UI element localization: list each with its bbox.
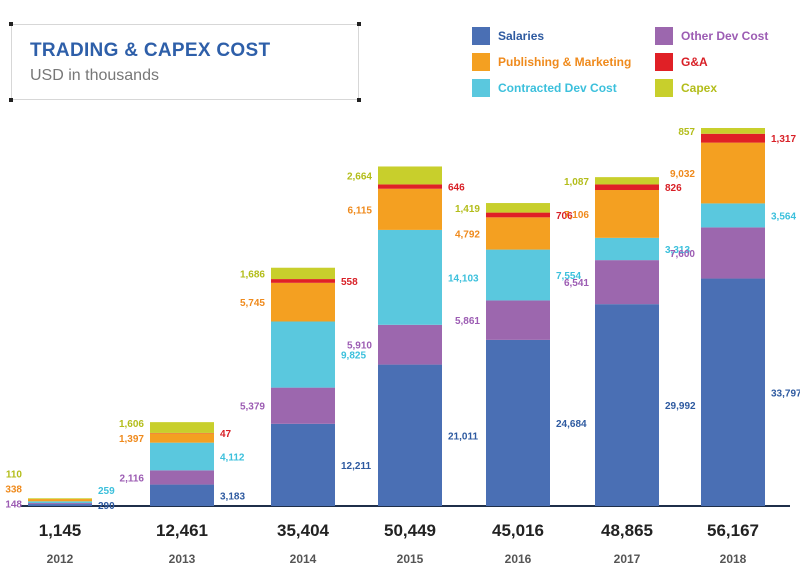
chart-title: TRADING & CAPEX COST (30, 40, 271, 61)
bar-segment-publishing-marketing-2014 (271, 282, 335, 322)
x-tick-label-2015: 2015 (397, 552, 424, 566)
total-label-2013: 12,461 (156, 521, 208, 540)
x-tick-label-2013: 2013 (169, 552, 196, 566)
data-label-capex-2012: 110 (6, 470, 23, 481)
bar-segment-other-dev-cost-2018 (701, 227, 765, 279)
bar-segment-g-a-2018 (701, 133, 765, 143)
data-label-g-a-2017: 826 (665, 183, 682, 194)
data-label-contracted-dev-cost-2014: 9,825 (341, 351, 366, 362)
data-label-salaries-2017: 29,992 (665, 401, 696, 412)
data-label-capex-2017: 1,087 (564, 177, 589, 188)
data-label-publishing-marketing-2013: 1,397 (119, 434, 144, 445)
total-label-2017: 48,865 (601, 521, 653, 540)
bar-segment-capex-2012 (28, 498, 92, 500)
x-tick-label-2016: 2016 (505, 552, 532, 566)
bar-segment-contracted-dev-cost-2012 (28, 501, 92, 504)
bar-segment-salaries-2017 (595, 304, 659, 506)
total-label-2018: 56,167 (707, 521, 759, 540)
data-label-other-dev-cost-2018: 7,600 (670, 249, 695, 260)
chart-subtitle: USD in thousands (30, 67, 159, 84)
data-label-contracted-dev-cost-2012: 259 (98, 486, 115, 497)
data-label-other-dev-cost-2017: 6,541 (564, 278, 589, 289)
bar-segment-publishing-marketing-2015 (378, 188, 442, 230)
data-label-publishing-marketing-2016: 4,792 (455, 229, 480, 240)
bar-segment-capex-2018 (701, 127, 765, 134)
data-label-salaries-2016: 24,684 (556, 419, 587, 430)
bar-segment-capex-2017 (595, 177, 659, 185)
bar-segment-capex-2015 (378, 166, 442, 185)
data-label-salaries-2013: 3,183 (220, 491, 245, 502)
bar-segment-contracted-dev-cost-2015 (378, 229, 442, 325)
bar-segment-salaries-2014 (271, 423, 335, 506)
bar-segment-g-a-2014 (271, 279, 335, 283)
bar-segment-other-dev-cost-2012 (28, 503, 92, 505)
bar-segment-publishing-marketing-2012 (28, 499, 92, 502)
bar-segment-g-a-2015 (378, 184, 442, 189)
bar-segment-other-dev-cost-2016 (486, 300, 550, 340)
bar-segment-other-dev-cost-2013 (150, 470, 214, 485)
bar-segment-salaries-2016 (486, 339, 550, 506)
data-label-publishing-marketing-2014: 5,745 (240, 298, 265, 309)
bar-segment-capex-2013 (150, 422, 214, 433)
bar-segment-other-dev-cost-2017 (595, 260, 659, 305)
bar-segment-publishing-marketing-2017 (595, 190, 659, 238)
data-label-salaries-2012: 290 (98, 501, 115, 512)
x-tick-label-2014: 2014 (290, 552, 317, 566)
data-label-g-a-2016: 706 (556, 211, 573, 222)
x-tick-label-2018: 2018 (720, 552, 747, 566)
total-label-2012: 1,145 (39, 521, 82, 540)
data-label-contracted-dev-cost-2017: 3,313 (665, 245, 690, 256)
total-label-2015: 50,449 (384, 521, 436, 540)
bar-segment-salaries-2015 (378, 364, 442, 506)
bar-segment-capex-2014 (271, 267, 335, 280)
bar-segment-contracted-dev-cost-2018 (701, 203, 765, 228)
bar-segment-salaries-2012 (28, 504, 92, 506)
bar-segment-contracted-dev-cost-2013 (150, 442, 214, 471)
bar-segment-other-dev-cost-2014 (271, 387, 335, 424)
data-label-other-dev-cost-2016: 5,861 (455, 316, 480, 327)
data-label-publishing-marketing-2012: 338 (5, 485, 22, 496)
bar-segment-capex-2016 (486, 203, 550, 213)
data-label-other-dev-cost-2012: 148 (5, 500, 22, 511)
data-label-capex-2018: 857 (678, 127, 695, 138)
title-box: TRADING & CAPEX COST USD in thousands (9, 22, 361, 102)
data-label-g-a-2013: 47 (220, 429, 232, 440)
data-label-contracted-dev-cost-2013: 4,112 (220, 453, 245, 464)
data-label-contracted-dev-cost-2015: 14,103 (448, 273, 479, 284)
total-label-2014: 35,404 (277, 521, 330, 540)
bar-segment-salaries-2013 (150, 484, 214, 506)
data-label-g-a-2014: 558 (341, 277, 358, 288)
data-label-other-dev-cost-2014: 5,379 (240, 402, 265, 413)
bar-segment-publishing-marketing-2018 (701, 142, 765, 204)
bar-segment-publishing-marketing-2013 (150, 433, 214, 443)
data-label-other-dev-cost-2015: 5,910 (347, 341, 372, 352)
bar-segment-contracted-dev-cost-2014 (271, 321, 335, 388)
data-label-publishing-marketing-2015: 6,115 (348, 205, 373, 216)
x-tick-label-2012: 2012 (47, 552, 74, 566)
data-label-contracted-dev-cost-2016: 7,554 (556, 271, 581, 282)
data-label-capex-2013: 1,606 (119, 419, 144, 430)
data-label-salaries-2015: 21,011 (448, 431, 478, 442)
data-label-salaries-2018: 33,797 (771, 388, 800, 399)
bar-segment-contracted-dev-cost-2016 (486, 249, 550, 301)
bar-segment-salaries-2018 (701, 278, 765, 506)
data-label-salaries-2014: 12,211 (341, 461, 371, 472)
data-label-publishing-marketing-2018: 9,032 (670, 169, 695, 180)
data-label-other-dev-cost-2013: 2,116 (120, 473, 145, 484)
data-label-contracted-dev-cost-2018: 3,564 (771, 211, 796, 222)
data-label-g-a-2015: 646 (448, 183, 465, 194)
data-label-capex-2015: 2,664 (347, 171, 372, 182)
bar-segment-publishing-marketing-2016 (486, 217, 550, 250)
x-tick-label-2017: 2017 (614, 552, 641, 566)
data-label-capex-2016: 1,419 (455, 204, 480, 215)
bar-segment-g-a-2016 (486, 212, 550, 218)
data-label-g-a-2018: 1,317 (771, 134, 796, 145)
total-label-2016: 45,016 (492, 521, 544, 540)
data-label-capex-2014: 1,686 (240, 269, 265, 280)
bar-segment-other-dev-cost-2015 (378, 324, 442, 365)
bar-segment-contracted-dev-cost-2017 (595, 237, 659, 261)
bar-segment-g-a-2017 (595, 184, 659, 191)
data-label-publishing-marketing-2017: 7,106 (564, 210, 589, 221)
